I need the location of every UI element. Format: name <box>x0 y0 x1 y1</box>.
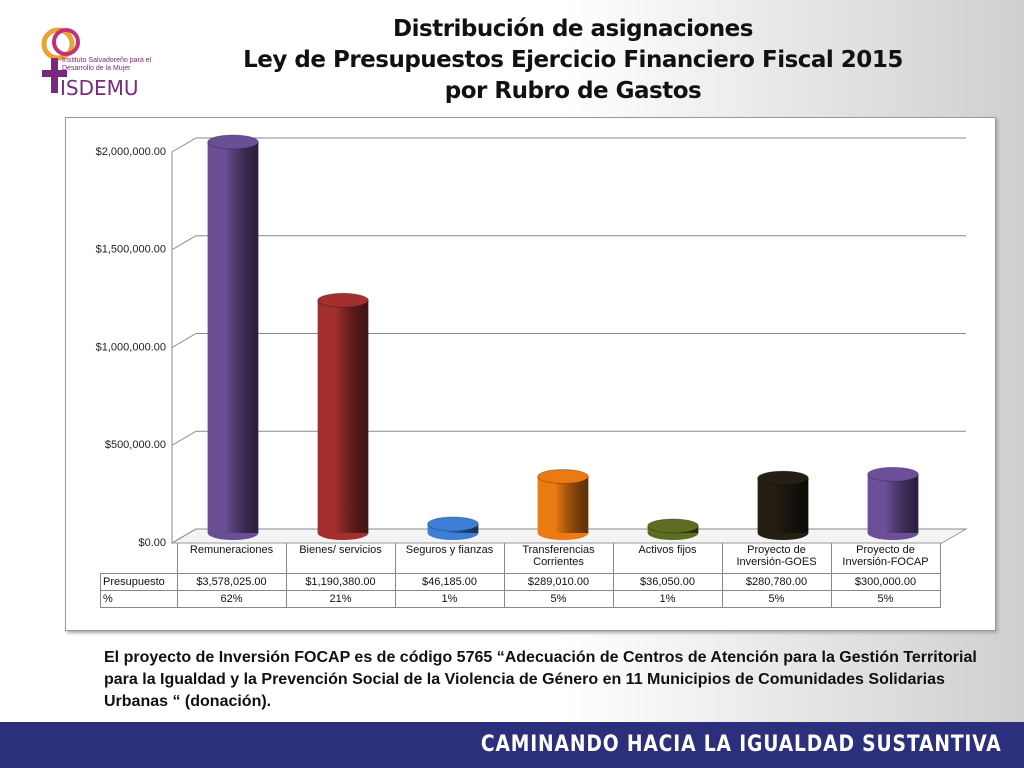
bar-cap <box>647 518 699 534</box>
grid-line <box>171 333 966 348</box>
data-row: % 62% 21% 1% 5% 1% 5% 5% <box>100 590 941 608</box>
logo-icon <box>41 27 80 93</box>
logo-ring <box>52 28 80 56</box>
data-table: Remuneraciones Bienes/ servicios Seguros y… <box>100 543 941 608</box>
row-header: Presupuesto <box>100 573 178 591</box>
chart-title: Distribución de asignaciones Ley de Pres… <box>200 14 946 107</box>
title-line: Distribución de asignaciones <box>393 16 753 42</box>
category-label: Bienes/ servicios <box>285 543 396 574</box>
grid-line <box>171 528 966 544</box>
bar-cap <box>317 292 369 308</box>
title-line: Ley de Presupuestos Ejercicio Financiero… <box>243 47 903 73</box>
value-label: 5% <box>830 590 941 608</box>
value-label: $289,010.00 <box>503 573 614 591</box>
corner-cell <box>101 543 178 574</box>
bar-cap <box>427 516 479 532</box>
category-label: Seguros y fianzas <box>394 543 505 574</box>
footer-text: CAMINANDO HACIA LA IGUALDAD SUSTANTIVA <box>481 732 1002 757</box>
value-label: 1% <box>394 590 505 608</box>
value-label: $300,000.00 <box>830 573 941 591</box>
y-tick-label: $1,000,000.00 <box>96 341 166 353</box>
category-label: Activos fijos <box>612 543 723 574</box>
category-label: Transferencias Corrientes <box>503 543 614 574</box>
y-tick-label: $2,000,000.00 <box>96 146 166 158</box>
note: El proyecto de Inversión FOCAP es de cód… <box>104 649 977 710</box>
value-label: $46,185.00 <box>394 573 505 591</box>
header-row: Remuneraciones Bienes/ servicios Seguros y… <box>101 543 941 574</box>
bar-cap <box>207 134 259 150</box>
value-label: 1% <box>612 590 723 608</box>
value-label: $3,578,025.00 <box>176 573 287 591</box>
grid-line <box>171 430 966 446</box>
bar-cap <box>537 468 589 484</box>
bar-shade <box>757 478 809 533</box>
grid-line <box>171 235 966 251</box>
value-label: 5% <box>721 590 832 608</box>
category-label: Proyecto de Inversión-FOCAP <box>830 543 941 574</box>
bar-shade <box>537 476 589 533</box>
row-header: % <box>100 590 178 608</box>
y-tick-label: $1,500,000.00 <box>96 244 166 256</box>
bar-cap <box>757 470 809 486</box>
value-label: $280,780.00 <box>721 573 832 591</box>
value-label: 62% <box>176 590 287 608</box>
category-label: Remuneraciones <box>176 543 287 574</box>
bar-shade <box>317 300 369 533</box>
title-line: por Rubro de Gastos <box>444 78 702 104</box>
y-tick-label: $500,000.00 <box>105 439 166 451</box>
data-row: Presupuesto $3,578,025.00 $1,190,380.00 $46… <box>100 573 941 591</box>
footer-band: CAMINANDO HACIA LA IGUALDAD SUSTANTIVA <box>0 722 1024 768</box>
value-label: 21% <box>285 590 396 608</box>
bar-shade <box>207 142 259 533</box>
y-tick-label: $0.00 <box>138 537 166 549</box>
logo-bar <box>42 70 67 77</box>
logo-name: ISDEMU <box>60 76 139 100</box>
value-label: 5% <box>503 590 614 608</box>
bar-shade <box>867 474 919 533</box>
grid-line <box>171 137 966 153</box>
value-label: $1,190,380.00 <box>285 573 396 591</box>
logo-text: Instituto Salvadoreño para el Desarrollo… <box>62 57 152 72</box>
value-label: $36,050.00 <box>612 573 723 591</box>
bar-cap <box>867 466 919 482</box>
category-label: Proyecto de Inversión-GOES <box>721 543 832 574</box>
